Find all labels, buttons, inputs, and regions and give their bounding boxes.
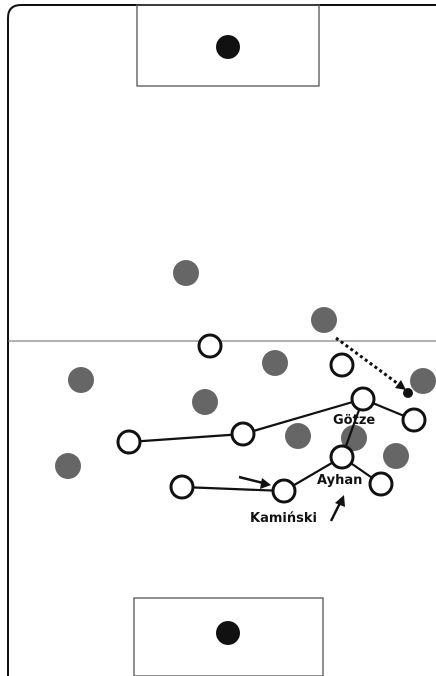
grey-player	[68, 367, 94, 393]
white-player	[169, 474, 195, 500]
link-line	[128, 397, 415, 444]
pass-arrowhead-icon	[395, 380, 406, 390]
grey-player	[55, 453, 81, 479]
white-player	[401, 407, 427, 433]
grey-player	[383, 443, 409, 469]
white-player	[197, 333, 223, 359]
grey-player	[262, 350, 288, 376]
white-player	[329, 444, 355, 470]
white-player	[116, 429, 142, 455]
arrowhead-icon	[335, 495, 345, 507]
arrow-line	[329, 502, 342, 522]
top-penalty-spot-icon	[216, 35, 240, 59]
grey-team	[55, 260, 436, 479]
label-ayhan: Ayhan	[317, 473, 362, 488]
pitch-boundary	[7, 4, 436, 676]
grey-player	[173, 260, 199, 286]
grey-player	[410, 368, 436, 394]
ball-icon	[403, 388, 413, 398]
link-line	[181, 455, 382, 493]
arrow-line	[238, 475, 264, 485]
white-player	[230, 421, 256, 447]
pass-dotted-line	[335, 336, 402, 388]
white-player	[368, 471, 394, 497]
grey-player	[285, 423, 311, 449]
white-team	[116, 333, 427, 504]
arrowhead-icon	[260, 478, 271, 489]
white-player	[350, 386, 376, 412]
top-penalty-box	[136, 4, 320, 87]
label-goetze: Götze	[333, 413, 375, 428]
white-player	[271, 478, 297, 504]
bottom-penalty-spot-icon	[216, 621, 240, 645]
bottom-penalty-box	[133, 597, 324, 676]
grey-player	[311, 307, 337, 333]
white-player	[329, 352, 355, 378]
label-kaminski: Kamiński	[250, 511, 317, 526]
grey-player	[192, 389, 218, 415]
